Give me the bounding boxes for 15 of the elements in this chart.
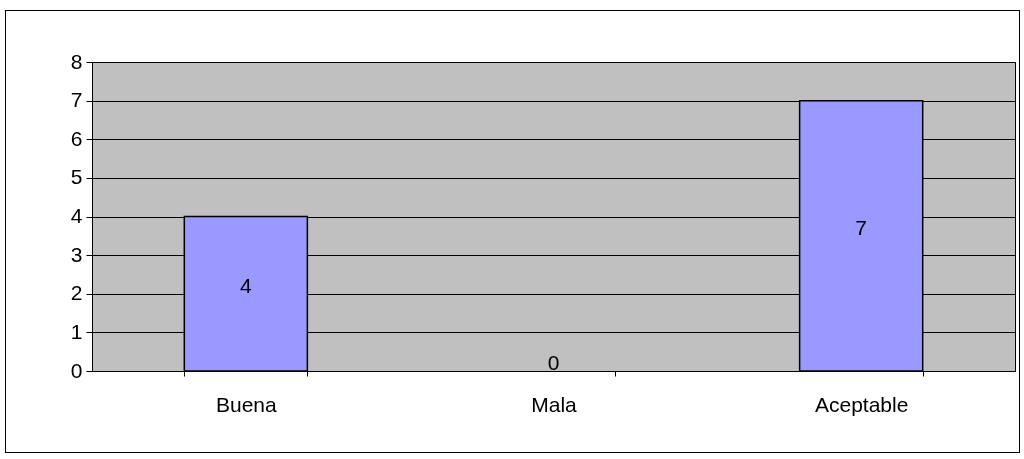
data-label: 0 — [547, 351, 560, 374]
data-label: 7 — [855, 215, 868, 239]
x-tick-label: Aceptable — [814, 392, 909, 416]
data-label: 4 — [239, 273, 252, 297]
x-tick-label: Buena — [215, 392, 278, 416]
y-tick-label: 8 — [70, 49, 83, 73]
y-tick-label: 1 — [70, 319, 83, 343]
y-tick-label: 0 — [70, 358, 83, 382]
y-tick-label: 5 — [70, 165, 83, 189]
x-tick-label: Mala — [531, 392, 578, 416]
y-tick-label: 3 — [70, 242, 83, 266]
y-tick-label: 7 — [70, 88, 83, 112]
y-tick-label: 6 — [70, 126, 83, 150]
y-tick-label: 2 — [70, 281, 83, 305]
y-tick-label: 4 — [70, 204, 83, 227]
